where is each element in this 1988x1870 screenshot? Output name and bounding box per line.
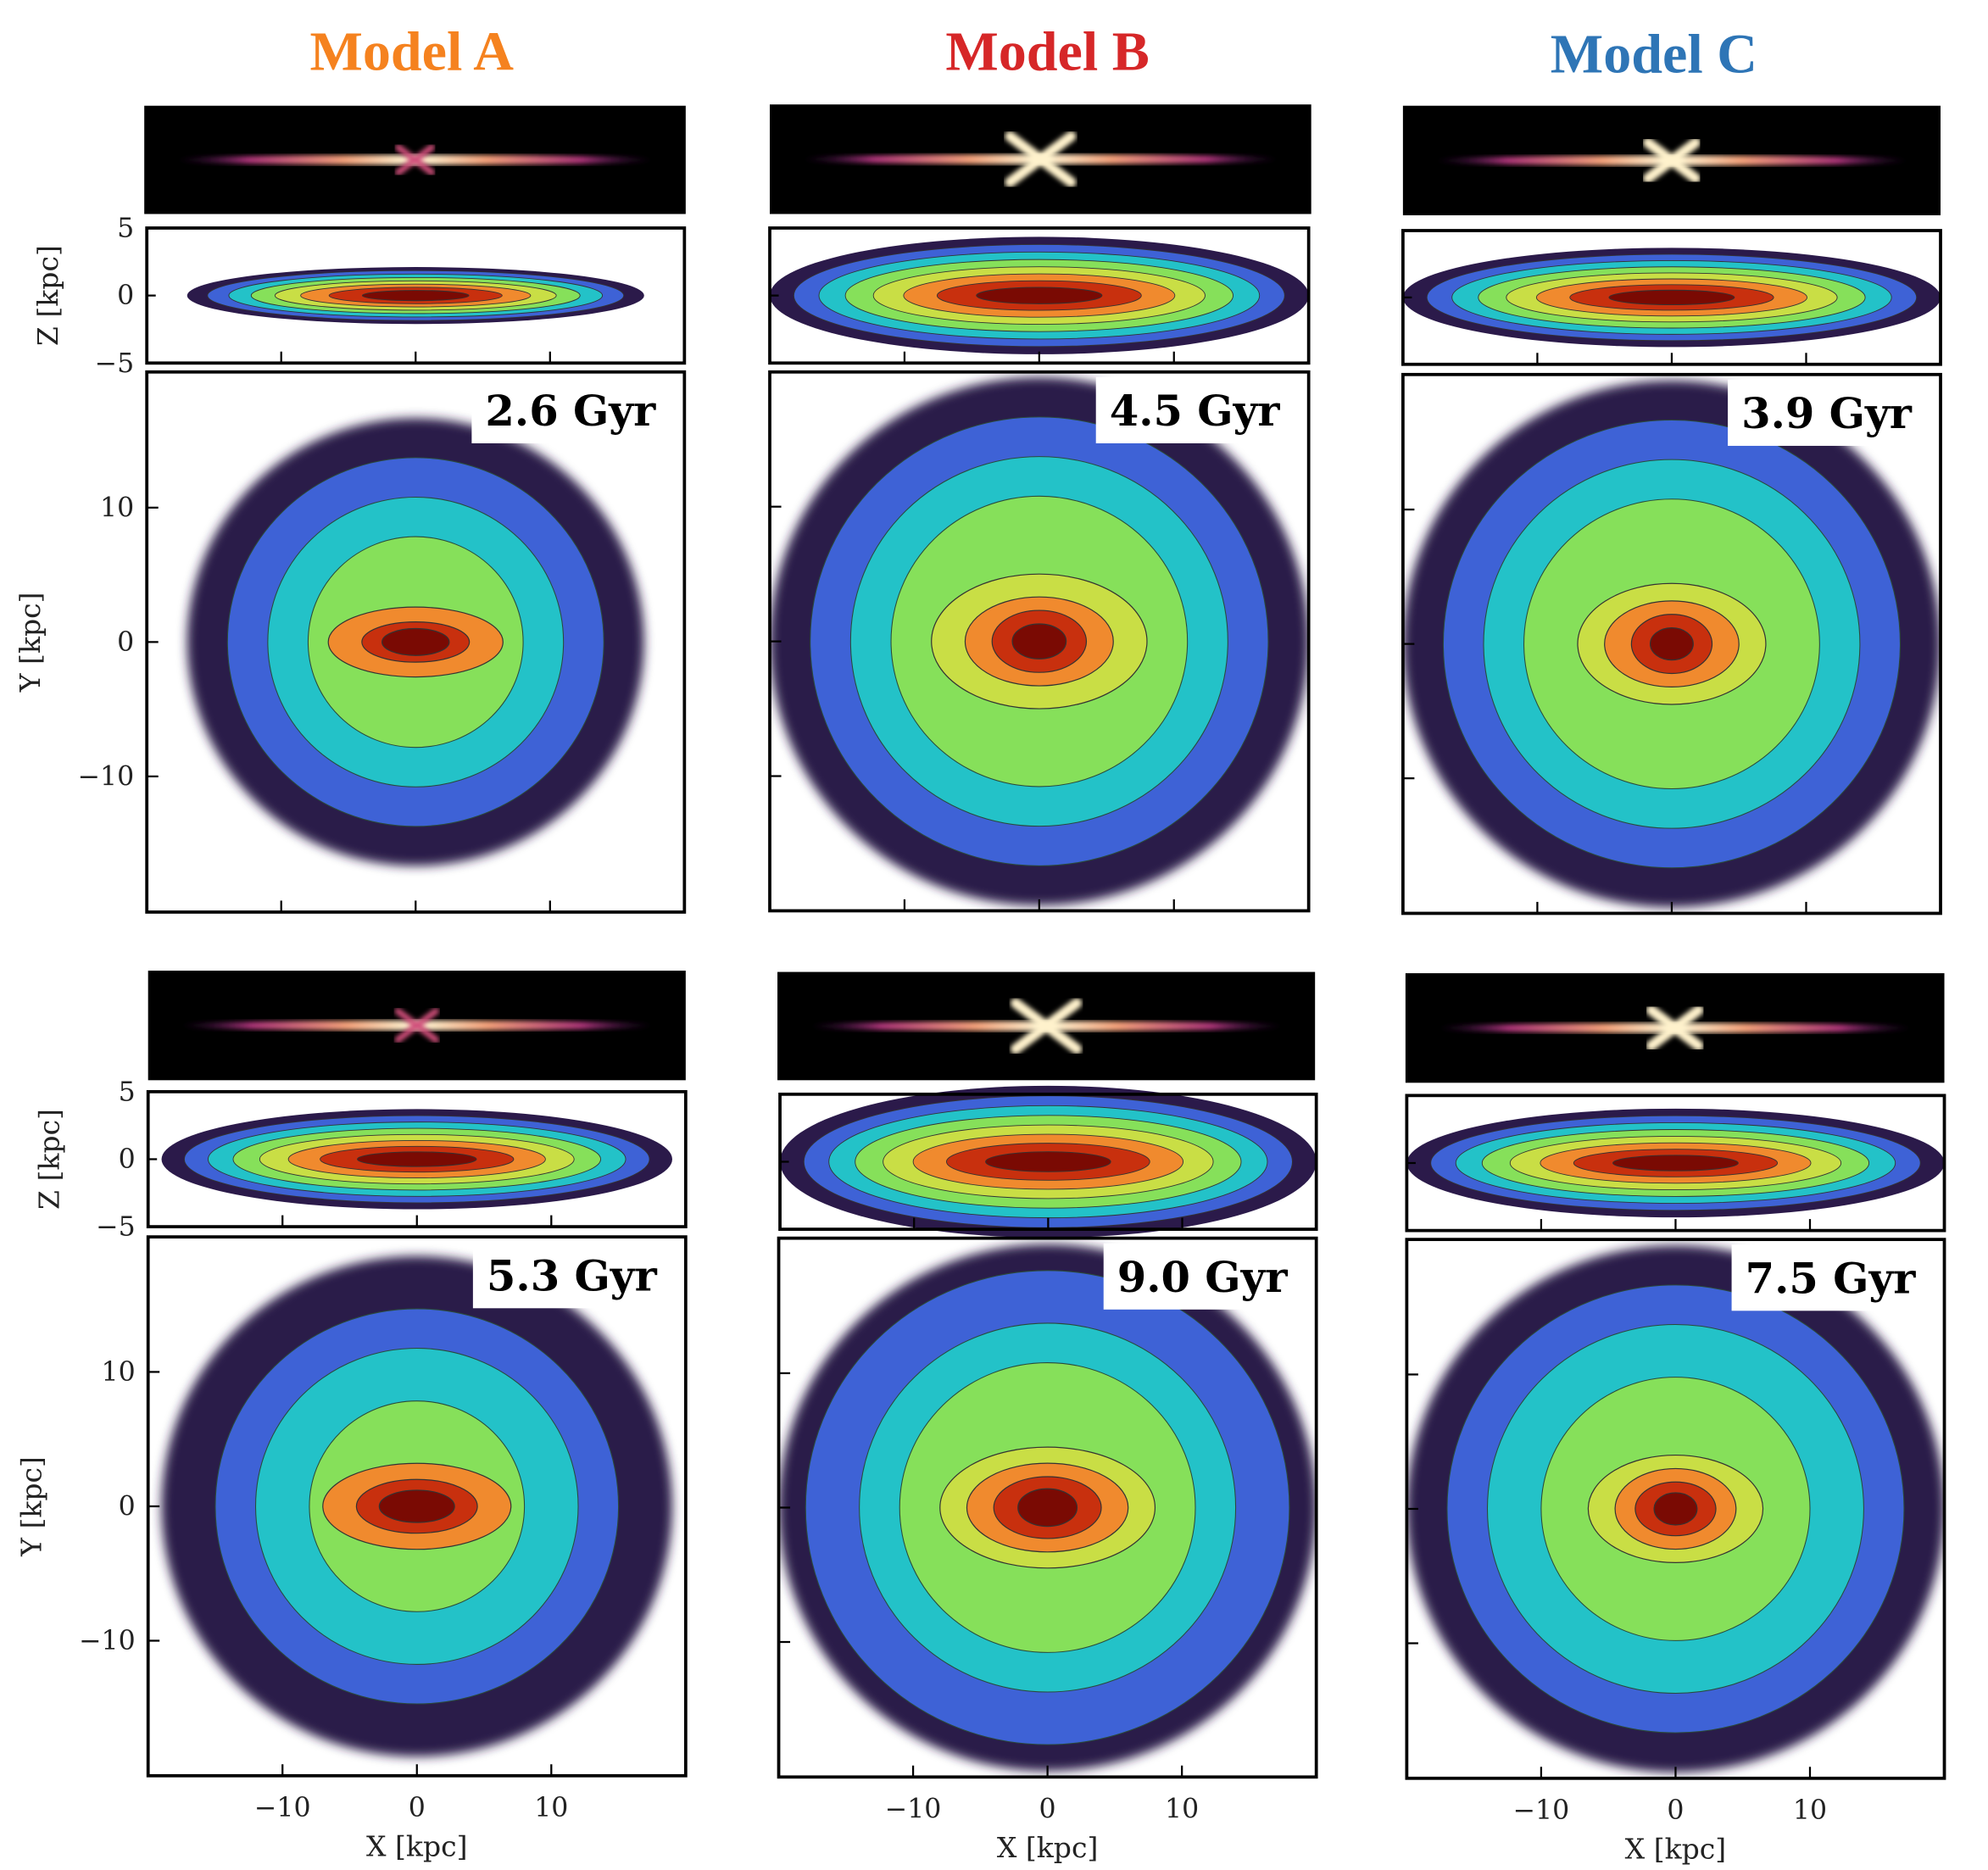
column-title-model-b: Model B bbox=[945, 21, 1150, 83]
face-on-density-panel: 4.5 Gyr bbox=[768, 370, 1311, 913]
x-tick-label: 10 bbox=[534, 1793, 568, 1823]
y-tick-label: −10 bbox=[78, 761, 135, 792]
column-title-model-a: Model A bbox=[309, 21, 514, 83]
time-label-box bbox=[1731, 1244, 1930, 1311]
edge-on-density-panel bbox=[146, 1089, 688, 1229]
time-label: 4.5 Gyr bbox=[1110, 386, 1281, 436]
z-tick-label: −5 bbox=[95, 348, 135, 379]
density-contour bbox=[361, 290, 470, 302]
face-on-density-panel: 3.9 Gyr bbox=[1401, 372, 1942, 916]
density-contour bbox=[1608, 289, 1735, 305]
edge-on-density-panel bbox=[1401, 229, 1942, 366]
bar-contour bbox=[1649, 627, 1694, 661]
bar-contour bbox=[381, 627, 450, 656]
time-label: 5.3 Gyr bbox=[487, 1250, 658, 1300]
x-shape bbox=[394, 1008, 440, 1044]
time-label: 7.5 Gyr bbox=[1746, 1253, 1917, 1303]
y-axis-label: Y [kpc] bbox=[14, 592, 47, 693]
density-contour bbox=[985, 1151, 1111, 1172]
x-shape bbox=[1646, 1005, 1704, 1051]
edge-on-density-panel bbox=[1405, 1094, 1946, 1233]
panel-c-row1: 3.9 Gyr bbox=[1401, 105, 1942, 916]
density-contour bbox=[976, 287, 1103, 304]
face-on-density-panel: 2.6 Gyr bbox=[145, 370, 687, 914]
panel-b-row2: 9.0 Gyr −10 0 10 X [kpc] bbox=[777, 971, 1318, 1864]
time-label-box bbox=[1728, 379, 1925, 446]
time-label: 3.9 Gyr bbox=[1741, 388, 1913, 438]
x-shape bbox=[1011, 998, 1083, 1055]
density-contour bbox=[1612, 1155, 1739, 1172]
edge-on-density-panel bbox=[145, 226, 687, 365]
face-on-density-panel: 9.0 Gyr bbox=[777, 1236, 1318, 1779]
z-axis-label: Z [kpc] bbox=[31, 245, 64, 346]
panel-c-row2: 7.5 Gyr −10 0 10 X [kpc] bbox=[1405, 973, 1946, 1865]
x-tick-label: 0 bbox=[1039, 1794, 1056, 1824]
edge-on-projection-map bbox=[1405, 973, 1945, 1083]
time-label-box bbox=[471, 376, 670, 443]
x-shape bbox=[1005, 131, 1077, 187]
z-tick-label: 5 bbox=[117, 214, 134, 244]
z-tick-label: 0 bbox=[117, 281, 134, 311]
edge-on-projection-map bbox=[777, 971, 1316, 1081]
x-axis-label: X [kpc] bbox=[366, 1829, 468, 1862]
x-tick-label: −10 bbox=[885, 1794, 942, 1824]
z-axis-label: Z [kpc] bbox=[33, 1109, 66, 1210]
x-shape bbox=[394, 143, 436, 176]
y-tick-label: 0 bbox=[117, 627, 134, 658]
y-tick-label: 10 bbox=[102, 1357, 136, 1388]
edge-on-projection-map bbox=[148, 971, 686, 1081]
x-shape bbox=[1642, 137, 1701, 184]
y-tick-label: −10 bbox=[79, 1626, 136, 1656]
edge-on-density-panel bbox=[768, 226, 1311, 365]
x-tick-label: 10 bbox=[1793, 1795, 1827, 1826]
bar-contour bbox=[1017, 1488, 1078, 1528]
edge-on-density-panel bbox=[778, 1085, 1318, 1238]
z-tick-label: 0 bbox=[119, 1144, 136, 1175]
time-label-box bbox=[472, 1242, 671, 1309]
x-tick-label: 0 bbox=[409, 1793, 426, 1823]
bar-contour bbox=[378, 1489, 455, 1523]
panel-a-row2: 5.3 Gyr 5 0 −5 10 0 −10 Z [kpc] Y [kpc] −10 0 10 X [… bbox=[14, 971, 688, 1862]
x-tick-label: −10 bbox=[1513, 1795, 1570, 1826]
edge-on-projection-map bbox=[144, 105, 686, 214]
x-tick-label: 0 bbox=[1667, 1795, 1684, 1826]
face-on-density-panel: 5.3 Gyr bbox=[146, 1235, 688, 1778]
time-label: 9.0 Gyr bbox=[1117, 1252, 1289, 1302]
x-tick-label: −10 bbox=[254, 1793, 311, 1823]
panel-b-row1: 4.5 Gyr bbox=[768, 104, 1311, 913]
edge-on-projection-map bbox=[770, 104, 1311, 214]
time-label-box bbox=[1095, 376, 1294, 443]
y-tick-label: 10 bbox=[100, 493, 134, 523]
density-contour bbox=[357, 1151, 477, 1167]
y-tick-label: 0 bbox=[119, 1491, 136, 1522]
time-label-box bbox=[1103, 1243, 1301, 1310]
column-title-model-c: Model C bbox=[1551, 24, 1757, 86]
face-on-density-panel: 7.5 Gyr bbox=[1405, 1238, 1946, 1780]
bar-contour bbox=[1653, 1492, 1698, 1526]
panel-a-row1: 2.6 Gyr 5 0 −5 10 0 −10 Z [kpc] Y [kpc] bbox=[14, 105, 687, 914]
x-axis-label: X [kpc] bbox=[1625, 1832, 1727, 1865]
time-label: 2.6 Gyr bbox=[485, 386, 656, 436]
y-axis-label: Y [kpc] bbox=[14, 1456, 47, 1557]
z-tick-label: −5 bbox=[96, 1212, 136, 1243]
edge-on-projection-map bbox=[1402, 105, 1941, 215]
x-axis-label: X [kpc] bbox=[997, 1831, 1099, 1864]
bar-contour bbox=[1011, 623, 1067, 660]
x-tick-label: 10 bbox=[1165, 1794, 1199, 1824]
z-tick-label: 5 bbox=[119, 1077, 136, 1107]
